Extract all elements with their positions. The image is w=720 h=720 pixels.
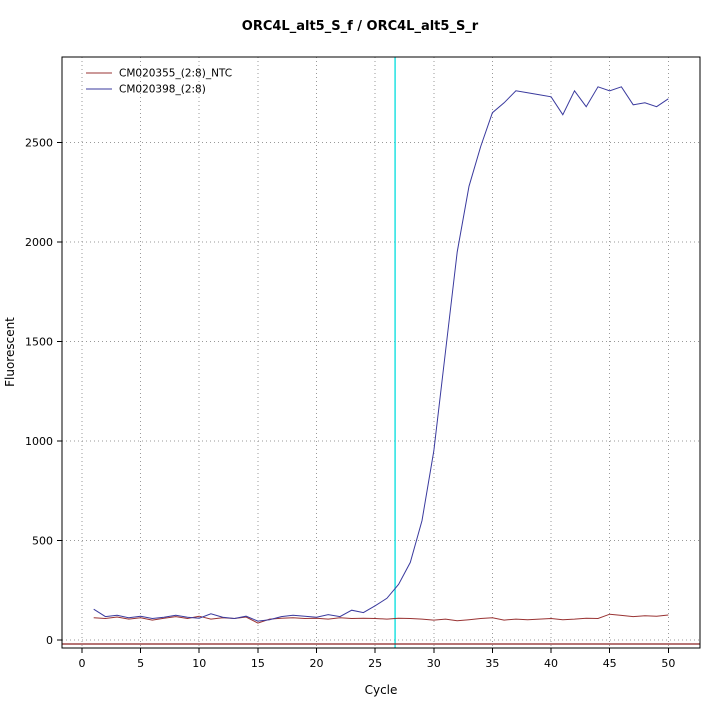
x-tick-label: 0 [78,657,85,670]
x-tick-label: 40 [544,657,558,670]
x-tick-label: 15 [251,657,265,670]
x-tick-label: 10 [192,657,206,670]
y-tick-label: 1000 [25,435,53,448]
legend-label: CM020398_(2:8) [119,84,206,96]
series-line-sample [93,86,669,622]
legend-label: CM020355_(2:8)_NTC [119,68,232,80]
y-axis-label: Fluorescent [3,317,17,387]
x-axis-label: Cycle [365,683,398,697]
chart-title: ORC4L_alt5_S_f / ORC4L_alt5_S_r [242,19,479,34]
series-line-ntc [93,613,669,624]
y-tick-label: 1500 [25,335,53,348]
y-tick-label: 0 [46,634,53,647]
x-tick-label: 35 [485,657,499,670]
x-tick-label: 5 [137,657,144,670]
y-tick-label: 500 [32,534,53,547]
x-tick-label: 20 [309,657,323,670]
plot-border [61,56,701,649]
x-tick-label: 25 [368,657,382,670]
y-tick-label: 2500 [25,136,53,149]
x-tick-label: 45 [603,657,617,670]
x-tick-label: 30 [427,657,441,670]
y-tick-label: 2000 [25,236,53,249]
x-tick-label: 50 [661,657,675,670]
plot-area: 0 5 10 15 20 25 30 35 40 45 5005001000150020002500… [25,57,700,670]
